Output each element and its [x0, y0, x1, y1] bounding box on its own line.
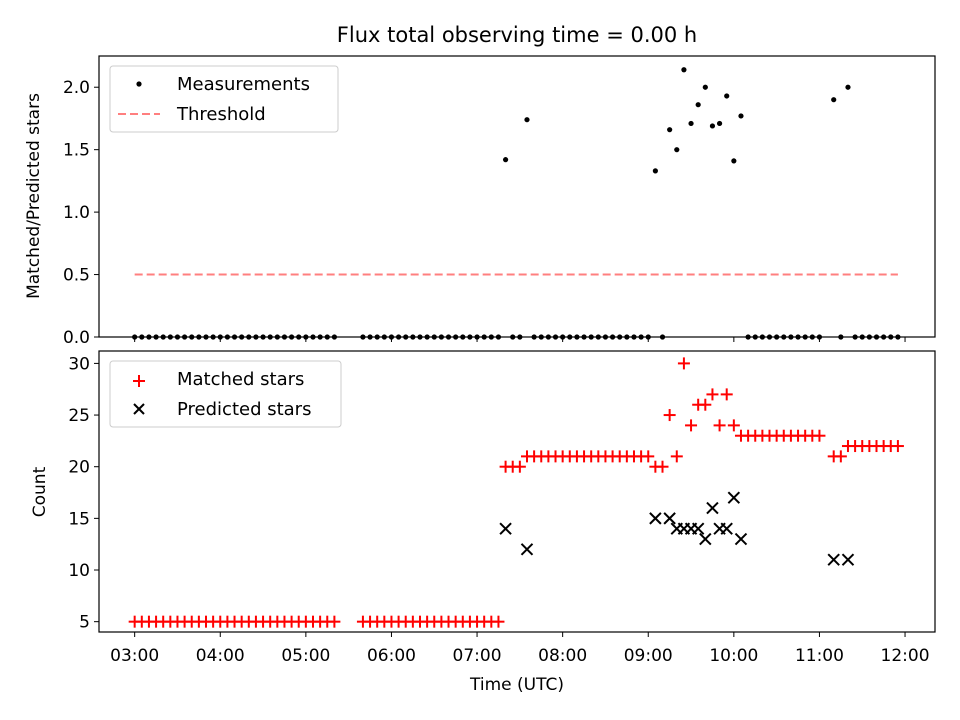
x-tick-label: 03:00 [110, 646, 159, 666]
x-tick-label: 04:00 [196, 646, 245, 666]
matched-star-point [677, 357, 690, 370]
matched-star-point [813, 429, 826, 442]
ratio-plot-frame [98, 55, 936, 338]
predicted-star-point [727, 491, 741, 504]
ratio-y-tick-label: 0.5 [63, 266, 90, 286]
x-ticks-count: 03:00 04:00 05:00 06:00 07:00 08:00 09:00 10:00… [110, 632, 930, 666]
measurement-point [724, 93, 730, 99]
count-y-tick-label: 30 [68, 354, 90, 374]
measurement-point [695, 102, 701, 108]
x-tick-label: 06:00 [367, 646, 416, 666]
legend-predicted-label: Predicted stars [177, 399, 311, 420]
count-plot-frame [98, 350, 936, 633]
x-tick-label: 10:00 [709, 646, 758, 666]
matched-star-point [670, 450, 683, 463]
matched-star-point [727, 419, 740, 432]
count-y-tick-label: 10 [68, 561, 90, 581]
x-tick-label: 07:00 [453, 646, 502, 666]
x-tick-label: 11:00 [795, 646, 844, 666]
matched-star-point [699, 398, 712, 411]
x-axis-label: Time (UTC) [469, 675, 564, 695]
legend-measurements-label: Measurements [177, 74, 310, 95]
matched-star-point [663, 409, 676, 422]
matched-star-point [328, 615, 341, 628]
predicted-star-point [649, 512, 662, 525]
ratio-y-tick-label: 1.5 [63, 141, 90, 161]
legend-matched-label: Matched stars [177, 369, 304, 390]
matched-star-point [834, 450, 847, 463]
legend-predicted-swatch [133, 403, 145, 415]
predicted-star-point [720, 522, 733, 535]
predicted-star-point [734, 532, 748, 546]
y-axis-label-ratio: Matched/Predicted stars [24, 93, 44, 299]
legend-matched-swatch [133, 375, 145, 387]
predicted-star-point [706, 501, 719, 515]
matched-star-point [492, 615, 505, 628]
predicted-star-point [841, 553, 855, 566]
measurement-point [731, 158, 737, 164]
y-axis-label-count: Count [30, 466, 50, 517]
ratio-y-tick-label: 2.0 [63, 78, 90, 98]
matched-star-point [706, 388, 719, 401]
count-marks [128, 357, 904, 628]
count-y-tick-label: 25 [68, 406, 90, 426]
measurement-point [845, 84, 851, 90]
predicted-star-point [691, 522, 705, 535]
matched-star-point [720, 388, 733, 401]
count-y-tick-label: 5 [79, 613, 90, 633]
measurement-point [502, 157, 509, 163]
ratio-marks [132, 67, 901, 340]
matched-star-point [642, 450, 655, 463]
count-y-tick-label: 20 [68, 458, 90, 478]
x-tick-label: 08:00 [538, 646, 587, 666]
chart-title: Flux total observing time = 0.00 h [337, 23, 697, 47]
measurement-point [674, 147, 680, 153]
measurement-point [688, 120, 694, 127]
ratio-y-tick-label: 0.0 [63, 328, 90, 348]
measurement-point [681, 67, 687, 73]
predicted-star-point [499, 522, 512, 535]
predicted-star-point [520, 543, 534, 556]
predicted-star-point [827, 553, 840, 566]
y-ticks-count: 5 10 15 20 25 30 [68, 354, 99, 633]
ratio-legend-box [109, 65, 339, 133]
measurement-point [702, 84, 708, 90]
predicted-star-point [663, 512, 676, 525]
matched-star-point [713, 419, 726, 432]
count-legend: Matched stars Predicted stars [109, 360, 342, 428]
measurement-point [667, 127, 673, 133]
legend-measurements-swatch [136, 81, 142, 87]
measurement-point [652, 168, 658, 174]
matched-star-point [656, 460, 669, 473]
count-legend-box [109, 360, 342, 428]
measurement-point [524, 117, 530, 123]
count-y-tick-label: 15 [68, 509, 90, 529]
matched-star-point [685, 419, 698, 432]
y-ticks-ratio: 0.0 0.5 1.0 1.5 2.0 [63, 78, 99, 348]
x-tick-label: 05:00 [281, 646, 330, 666]
measurement-point [831, 97, 837, 103]
x-tick-label: 12:00 [881, 646, 930, 666]
predicted-star-point [699, 532, 712, 546]
matched-star-point [513, 460, 526, 473]
matched-star-point [891, 440, 904, 453]
ratio-panel: Flux total observing time = 0.00 h Match… [24, 23, 936, 348]
ratio-legend: Measurements Threshold [109, 65, 339, 133]
x-tick-label: 09:00 [624, 646, 673, 666]
measurement-point [709, 123, 716, 129]
measurement-point [716, 120, 723, 127]
legend-threshold-label: Threshold [176, 104, 266, 125]
measurement-point [738, 113, 744, 119]
ratio-y-tick-label: 1.0 [63, 203, 90, 223]
